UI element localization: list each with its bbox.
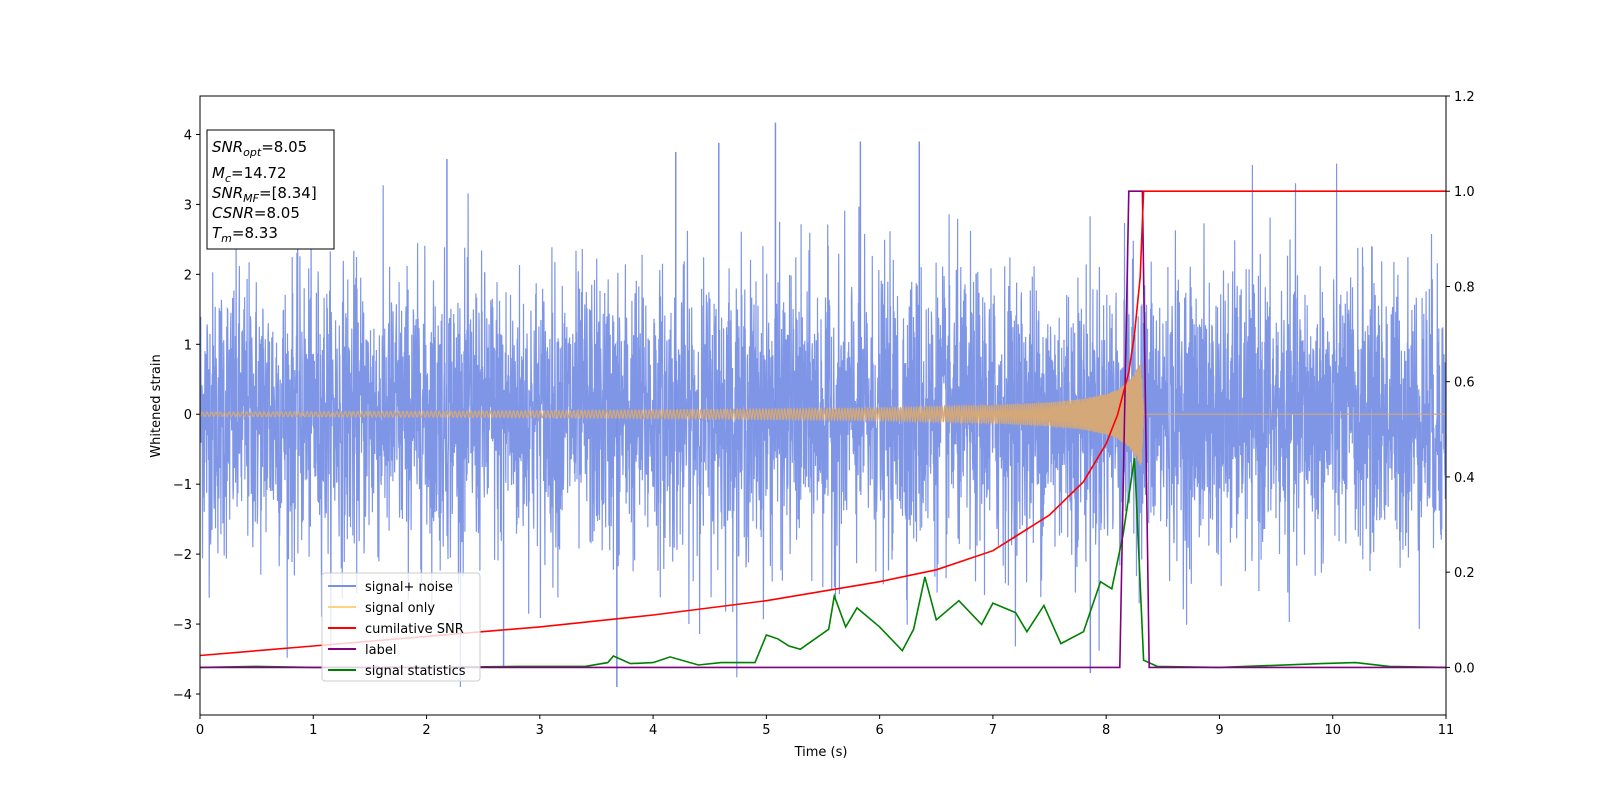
x-tick-label: 0 [196, 723, 204, 738]
annotation-line: SNRMF=[8.34] [212, 184, 317, 205]
signal-noise-series [200, 122, 1446, 688]
y-right-tick-label: 0.8 [1454, 280, 1475, 295]
x-tick-label: 2 [422, 723, 430, 738]
line-series [200, 190, 1446, 669]
legend-label: signal statistics [365, 664, 466, 679]
y-right-tick-label: 0.2 [1454, 566, 1475, 581]
y-right-tick-label: 1.2 [1454, 90, 1475, 105]
x-tick-label: 1 [309, 723, 317, 738]
annotation-line: Mc=14.72 [212, 164, 287, 185]
y-left-tick-label: 0 [184, 408, 192, 423]
legend: signal+ noise signal only cumilative SNR la… [321, 572, 481, 682]
signal-only-series [200, 363, 1446, 466]
stats-annotation-box: SNRopt=8.05 Mc=14.72SNRMF=[8.34]CSNR=8.05… [206, 129, 335, 250]
x-tick-label: 10 [1324, 723, 1341, 738]
y-left-tick-label: −1 [173, 478, 192, 493]
y-left-tick-label: 2 [184, 268, 192, 283]
plot-area [200, 122, 1446, 688]
y-left-tick-label: −3 [173, 618, 192, 633]
y-right-tick-label: 0.4 [1454, 471, 1475, 486]
plot-frame [199, 95, 1447, 716]
signal-only-line [200, 363, 1446, 466]
legend-label: signal only [365, 601, 435, 616]
x-tick-label: 5 [762, 723, 770, 738]
legend-label: label [365, 643, 396, 658]
y-axis-right: 0.0 0.2 0.4 0.6 0.8 1.0 1.2 [1446, 90, 1475, 676]
annotation-line: Tm=8.33 [212, 224, 278, 245]
annotation-line: SNRopt=8.05 [212, 138, 307, 159]
legend-label: cumilative SNR [365, 622, 464, 637]
cumilative-snr-line [200, 190, 1446, 657]
y-axis-label: Whitened strain [149, 354, 164, 457]
x-tick-label: 7 [989, 723, 997, 738]
annotation-line: CSNR=8.05 [212, 204, 300, 222]
y-left-tick-label: 4 [184, 128, 192, 143]
y-right-tick-label: 0.0 [1454, 661, 1475, 676]
y-left-tick-label: 1 [184, 338, 192, 353]
y-axis-left: −4 −3 −2 −1 0 1 2 3 4 [173, 128, 200, 703]
signal-statistics-line [200, 457, 1446, 669]
y-right-tick-label: 1.0 [1454, 185, 1475, 200]
legend-frame [321, 572, 481, 682]
y-left-tick-label: 3 [184, 198, 192, 213]
x-tick-label: 6 [875, 723, 883, 738]
x-tick-label: 4 [649, 723, 657, 738]
legend-label: signal+ noise [365, 580, 453, 595]
y-right-tick-label: 0.6 [1454, 376, 1475, 391]
x-tick-label: 9 [1215, 723, 1223, 738]
signal-noise-line [200, 163, 1446, 688]
x-tick-label: 11 [1438, 723, 1455, 738]
y-left-tick-label: −2 [173, 548, 192, 563]
x-axis-label: Time (s) [794, 745, 848, 760]
label-line [200, 190, 1446, 669]
x-tick-label: 8 [1102, 723, 1110, 738]
x-axis: 0 1 2 3 4 5 6 7 8 9 10 11 [196, 715, 1454, 738]
x-tick-label: 3 [536, 723, 544, 738]
y-left-tick-label: −4 [173, 688, 192, 703]
annotation-frame [206, 129, 335, 250]
